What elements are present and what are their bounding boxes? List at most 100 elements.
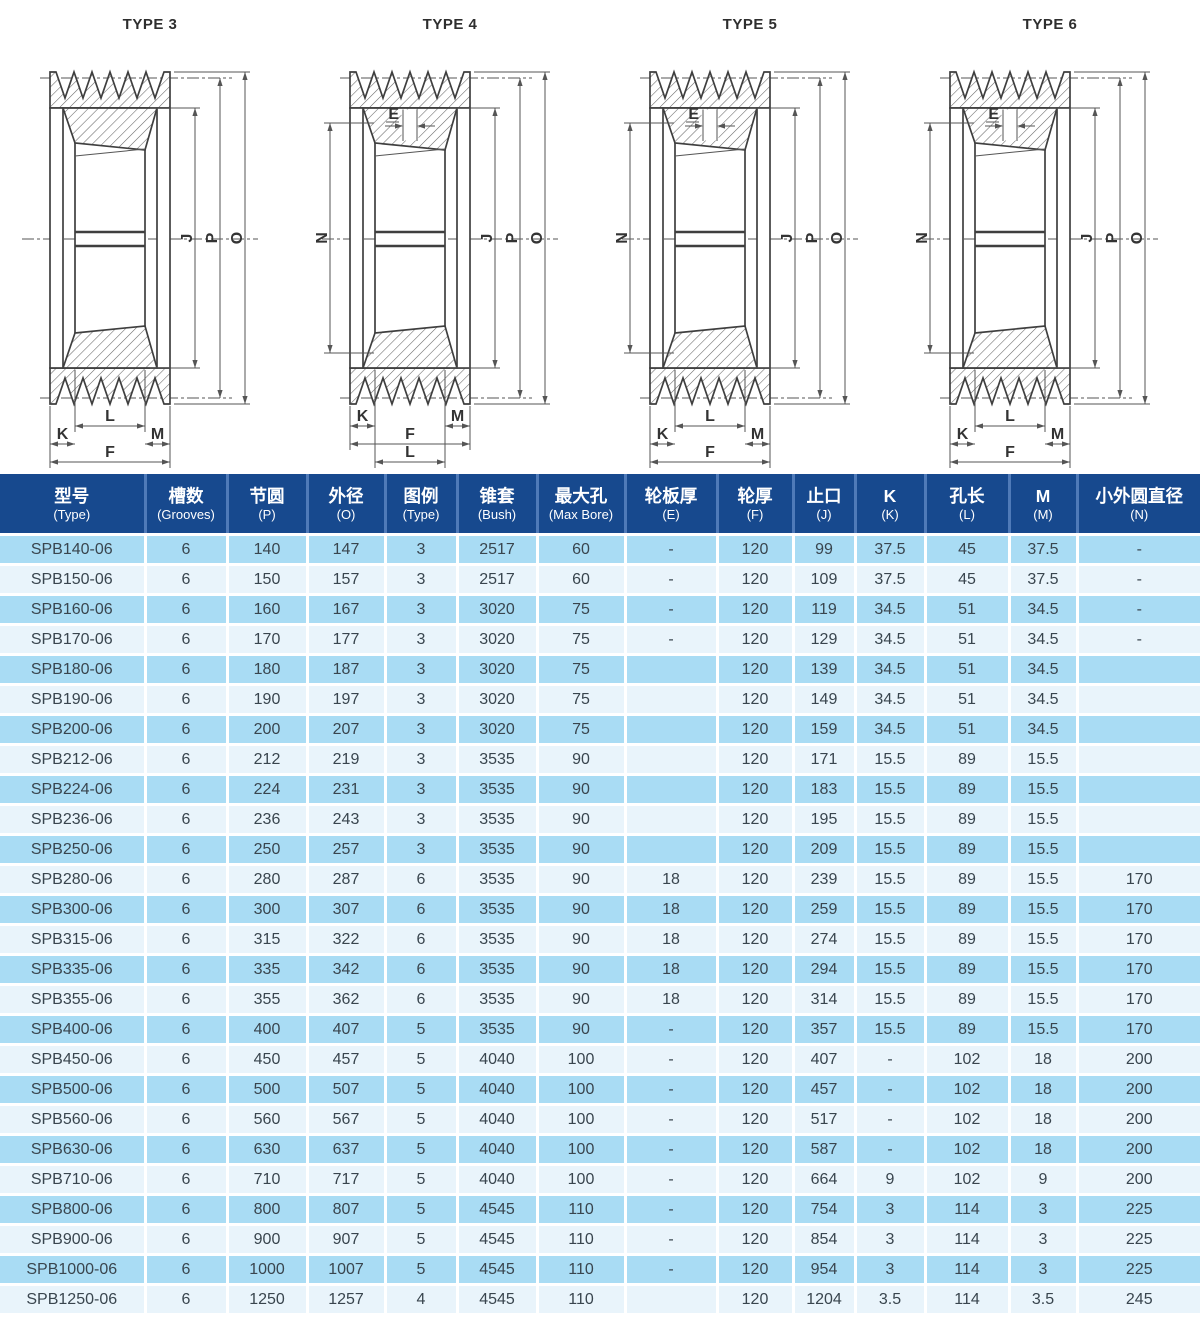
col-header-en: (Type)	[53, 507, 91, 522]
table-row: SPB335-06 6 335 342 6 3535 90 18 120 294 15.5 89 15.…	[0, 953, 1200, 986]
col-header-cn: 锥套	[479, 486, 515, 506]
table-cell: 6	[143, 1193, 229, 1226]
table-cell: 907	[305, 1223, 387, 1256]
table-cell: -	[623, 1163, 719, 1196]
table-cell: 4040	[455, 1073, 539, 1106]
table-cell: -	[1075, 623, 1200, 656]
table-cell: 3535	[455, 1013, 539, 1046]
table-cell: 239	[791, 863, 857, 896]
col-header-0: 型号 (Type)	[0, 474, 147, 536]
table-cell: SPB450-06	[0, 1043, 147, 1076]
table-cell: 90	[535, 983, 627, 1016]
table-cell: SPB630-06	[0, 1133, 147, 1166]
dim-label: K	[357, 408, 369, 425]
table-cell: 207	[305, 713, 387, 746]
dim-label: L	[705, 408, 715, 425]
table-cell: 120	[715, 1043, 795, 1076]
table-cell: 717	[305, 1163, 387, 1196]
dim-label: N	[614, 232, 631, 244]
table-cell: 120	[715, 1013, 795, 1046]
table-cell: 102	[923, 1043, 1011, 1076]
table-cell: 170	[1075, 923, 1200, 956]
table-cell: SPB400-06	[0, 1013, 147, 1046]
table-cell: 407	[791, 1043, 857, 1076]
table-row: SPB280-06 6 280 287 6 3535 90 18 120 239 15.5 89 15.…	[0, 863, 1200, 896]
dim-label: P	[1104, 232, 1121, 243]
table-cell: 6	[143, 713, 229, 746]
table-cell: 183	[791, 773, 857, 806]
table-row: SPB212-06 6 212 219 3 3535 90 120 171 15.5 89 15.5	[0, 743, 1200, 776]
table-cell: 3	[383, 833, 459, 866]
table-cell: SPB560-06	[0, 1103, 147, 1136]
table-cell: 6	[143, 593, 229, 626]
table-row: SPB630-06 6 630 637 5 4040 100-120 587-102 18 200	[0, 1133, 1200, 1166]
table-cell: SPB800-06	[0, 1193, 147, 1226]
table-cell: 120	[715, 623, 795, 656]
table-cell: 807	[305, 1193, 387, 1226]
table-cell: 100	[535, 1103, 627, 1136]
table-cell: SPB224-06	[0, 773, 147, 806]
table-cell: 15.5	[1007, 983, 1079, 1016]
table-cell: 3535	[455, 833, 539, 866]
table-cell: SPB500-06	[0, 1073, 147, 1106]
dim-label: F	[105, 444, 115, 461]
table-cell: 3535	[455, 893, 539, 926]
table-cell: 15.5	[853, 863, 927, 896]
table-cell: 15.5	[853, 1013, 927, 1046]
table-cell	[623, 653, 719, 686]
table-cell: 6	[143, 743, 229, 776]
table-cell: 120	[715, 1163, 795, 1196]
dim-label: F	[405, 426, 415, 443]
table-cell: 51	[923, 593, 1011, 626]
table-cell: 45	[923, 533, 1011, 566]
dim-label: F	[705, 444, 715, 461]
dim-label: P	[504, 232, 521, 243]
table-cell: 37.5	[1007, 563, 1079, 596]
table-cell: -	[623, 1223, 719, 1256]
table-cell: 6	[383, 923, 459, 956]
table-cell: 34.5	[853, 653, 927, 686]
table-cell: 5	[383, 1043, 459, 1076]
table-cell: 6	[143, 953, 229, 986]
table-cell: 3020	[455, 683, 539, 716]
table-cell: 150	[225, 563, 309, 596]
table-cell: 18	[623, 863, 719, 896]
table-row: SPB1000-06 6 1000 1007 5 4545 110-120 954 3 114 3 2…	[0, 1253, 1200, 1286]
dim-label: L	[405, 444, 415, 461]
dim-label: O	[829, 232, 846, 244]
table-cell: 900	[225, 1223, 309, 1256]
table-cell: 6	[143, 1223, 229, 1256]
table-cell: 362	[305, 983, 387, 1016]
table-cell: -	[853, 1103, 927, 1136]
dim-label: N	[314, 232, 331, 244]
table-cell: 15.5	[1007, 773, 1079, 806]
table-cell: 200	[1075, 1163, 1200, 1196]
table-cell: 15.5	[1007, 743, 1079, 776]
table-cell: -	[623, 1073, 719, 1106]
table-cell: 225	[1075, 1193, 1200, 1226]
col-header-5: 锥套 (Bush)	[455, 474, 539, 536]
table-cell: 100	[535, 1043, 627, 1076]
table-cell: 170	[1075, 953, 1200, 986]
col-header-10: K (K)	[853, 474, 927, 536]
pulley-cross-section-drawing: E J P O N L K M F	[914, 69, 1158, 468]
table-cell: 630	[225, 1133, 309, 1166]
table-cell: 800	[225, 1193, 309, 1226]
table-cell: SPB200-06	[0, 713, 147, 746]
table-cell: 212	[225, 743, 309, 776]
table-cell: 2517	[455, 533, 539, 566]
table-cell: 5	[383, 1253, 459, 1286]
table-cell: 3	[383, 623, 459, 656]
table-cell: 3	[383, 773, 459, 806]
table-cell: 18	[623, 893, 719, 926]
table-cell: 37.5	[853, 533, 927, 566]
table-cell: 3	[853, 1223, 927, 1256]
col-header-en: (F)	[746, 507, 764, 522]
dim-label: L	[1005, 408, 1015, 425]
table-cell: 120	[715, 683, 795, 716]
table-cell: 15.5	[1007, 1013, 1079, 1046]
table-cell: 60	[535, 563, 627, 596]
col-header-en: (Grooves)	[157, 507, 215, 522]
table-cell: 307	[305, 893, 387, 926]
